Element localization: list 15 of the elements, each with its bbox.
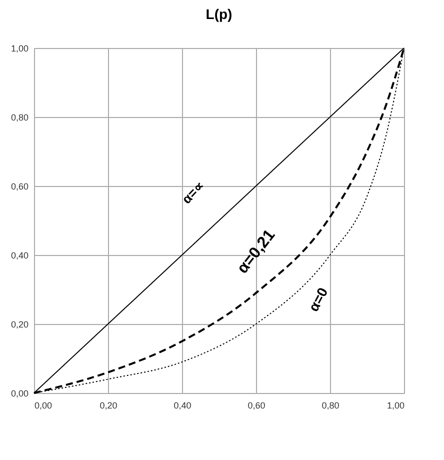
y-tick-label: 0,60 [10,182,28,192]
x-tick-label: 0,20 [100,400,118,410]
y-tick-label: 0,00 [10,388,28,398]
x-tick-label: 0,80 [322,400,340,410]
x-tick-label: 0,00 [34,400,52,410]
y-tick-label: 0,80 [10,112,28,122]
annotation: α=0 [305,284,331,314]
y-tick-label: 1,00 [10,44,28,54]
y-tick-label: 0,40 [10,250,28,260]
x-tick-label: 0,40 [174,400,192,410]
y-tick-label: 0,20 [10,320,28,330]
annotation: α=∝ [178,178,207,207]
x-tick-label: 1,00 [386,400,404,410]
x-tick-label: 0,60 [248,400,266,410]
chart-title: L(p) [206,6,232,22]
